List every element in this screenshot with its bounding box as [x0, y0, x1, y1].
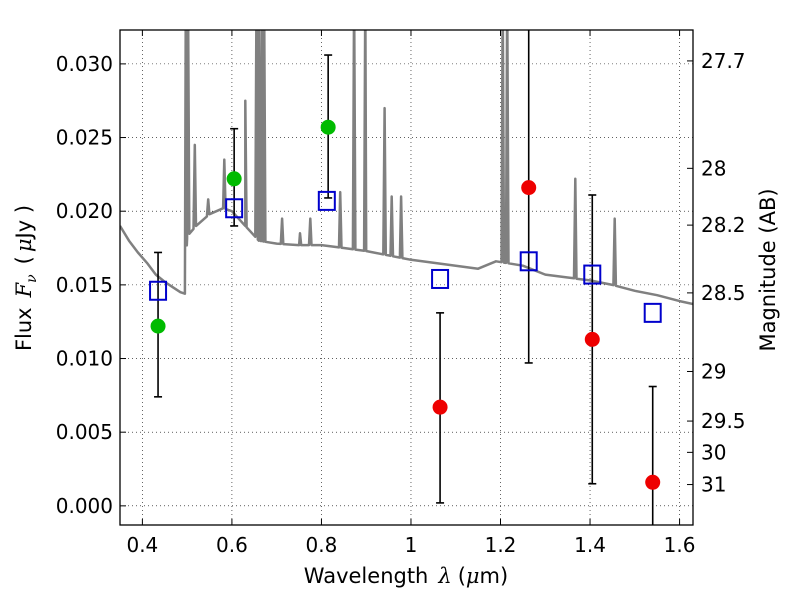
x-tick-label: 1.4 [574, 533, 606, 557]
nondetection-point [432, 399, 448, 415]
axis-ticks: 0.4 0.6 0.8 1 1.2 1.4 1.6 0.000 0.005 0.010 0.015 0… [56, 30, 746, 557]
y-tick-label: 0.015 [56, 273, 113, 297]
detection-point [226, 171, 242, 187]
y2-tick-label: 31 [701, 473, 726, 497]
model-point [149, 280, 168, 301]
x-tick-label: 1 [405, 533, 418, 557]
y-tick-label: 0.020 [56, 199, 113, 223]
y-tick-label: 0.030 [56, 52, 113, 76]
plot-area [120, 30, 693, 525]
x-tick-label: 0.6 [216, 533, 248, 557]
y2-tick-label: 29.5 [701, 409, 746, 433]
model-point [225, 198, 244, 219]
spectrum-line [120, 30, 693, 306]
y2-tick-label: 28.5 [701, 281, 746, 305]
x-tick-label: 0.4 [126, 533, 158, 557]
x-axis-label: Wavelength λ (μm) [304, 564, 508, 588]
y-axis-label: FluxFν(μJy ) [12, 205, 40, 351]
x-tick-label: 0.8 [306, 533, 338, 557]
model-point [583, 264, 602, 285]
y2-tick-label: 27.7 [701, 49, 746, 73]
grid [120, 30, 693, 525]
x-tick-label: 1.6 [664, 533, 696, 557]
model-point [431, 268, 450, 289]
detection-point [320, 119, 336, 135]
model-point [643, 302, 662, 323]
nondetection-point [584, 331, 600, 347]
y2-tick-label: 28.2 [701, 213, 746, 237]
y-tick-label: 0.010 [56, 347, 113, 371]
y-tick-label: 0.000 [56, 494, 113, 518]
y2-tick-label: 30 [701, 440, 726, 464]
y2-tick-label: 29 [701, 359, 726, 383]
y-tick-label: 0.005 [56, 420, 113, 444]
plot-frame [119, 29, 694, 526]
nondetection-point [645, 474, 661, 490]
nondetection-point [521, 180, 537, 196]
detection-point [150, 318, 166, 334]
y-tick-label: 0.025 [56, 126, 113, 150]
y2-axis-label: Magnitude (AB) [756, 188, 780, 351]
y2-tick-label: 28 [701, 156, 726, 180]
model-point [317, 190, 336, 211]
model-point [519, 251, 538, 272]
x-tick-label: 1.2 [485, 533, 517, 557]
